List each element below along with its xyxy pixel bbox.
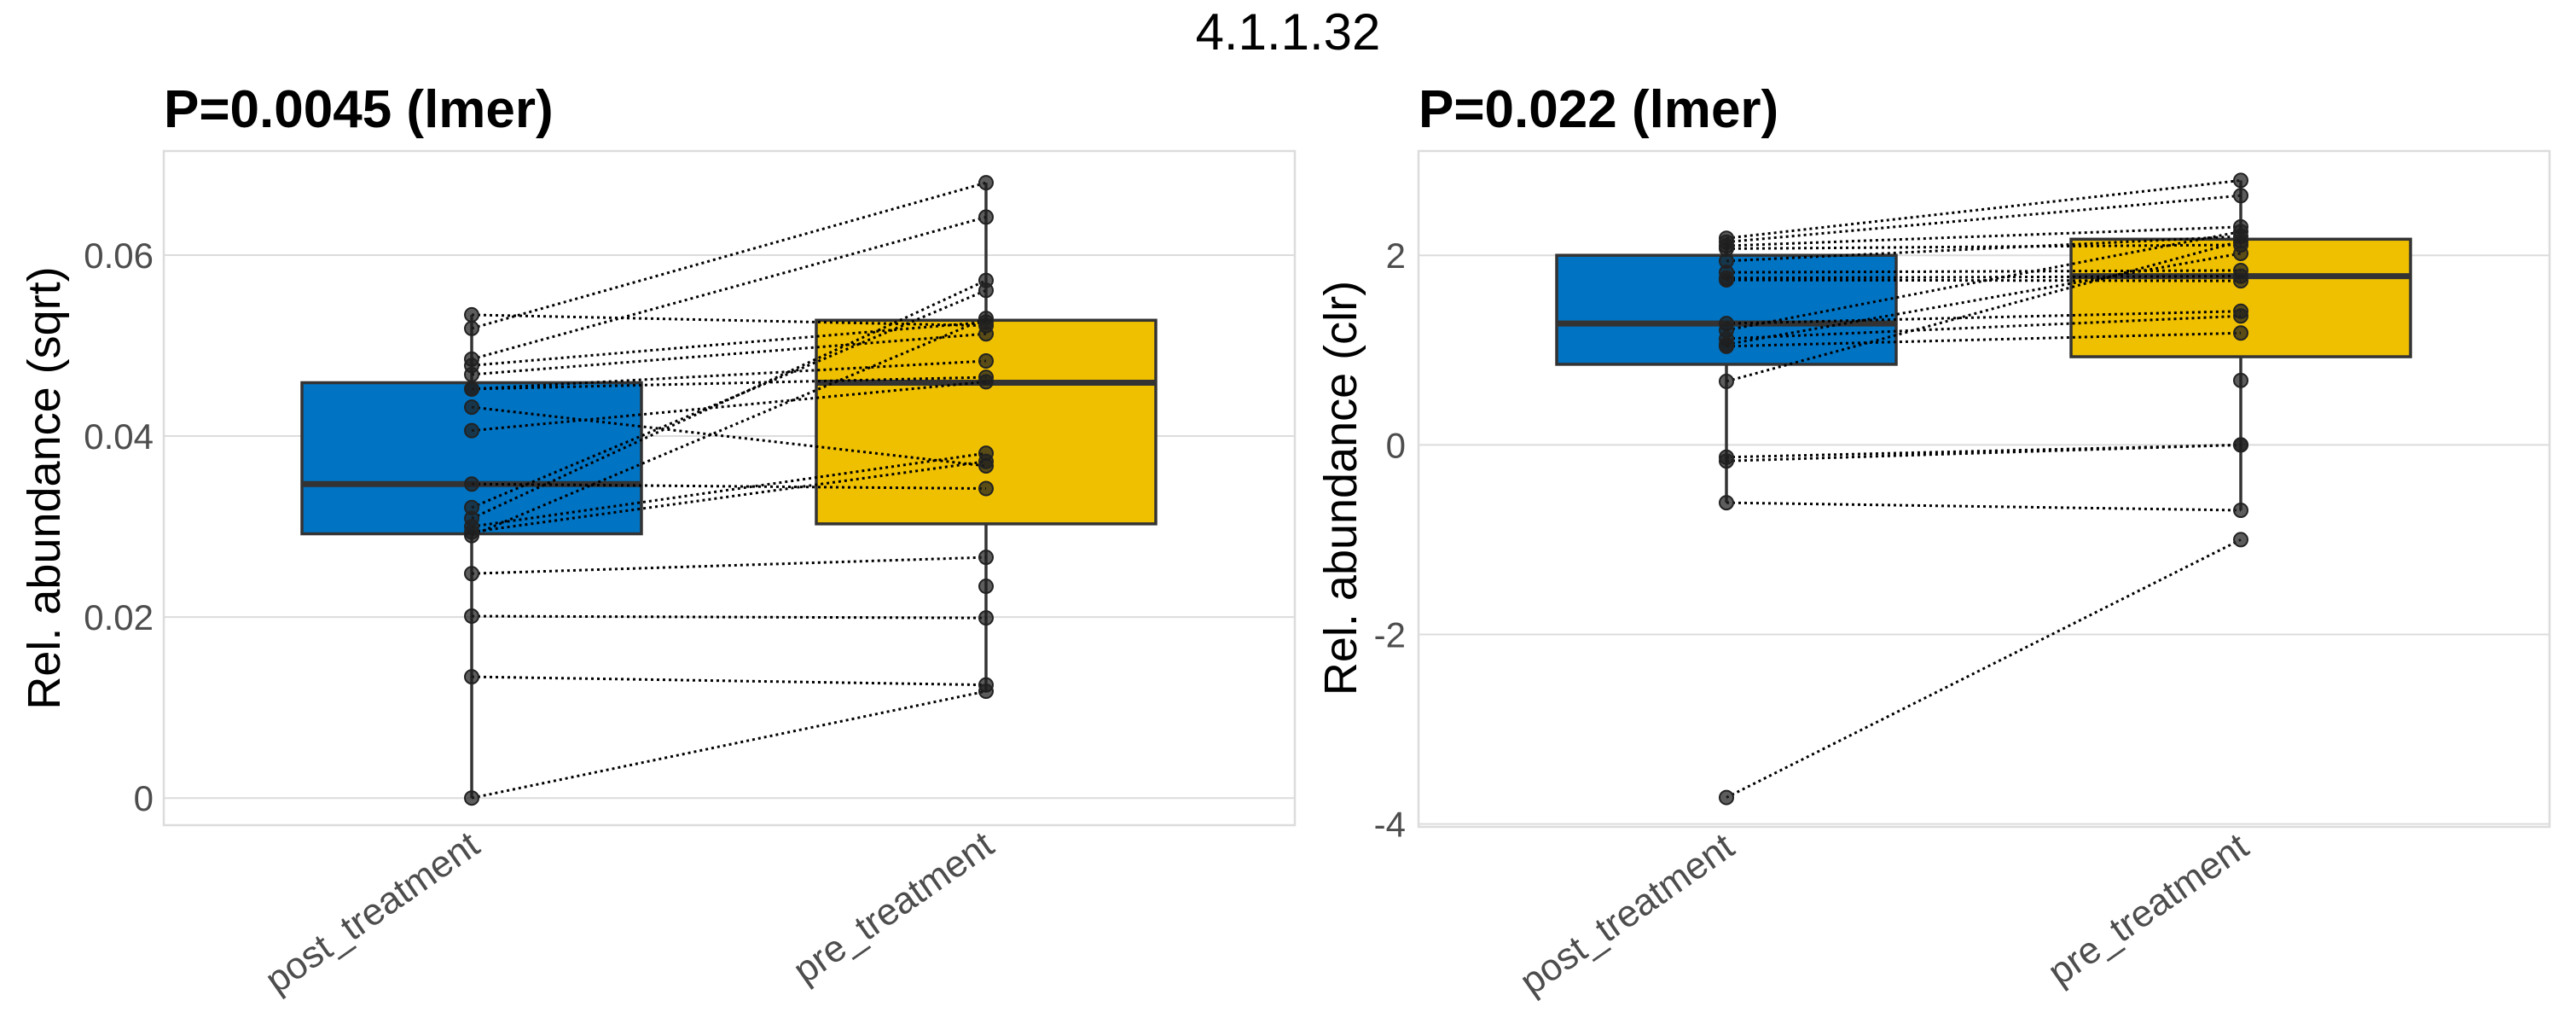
data-point <box>978 326 994 342</box>
data-point <box>1719 336 1734 352</box>
pair-line <box>1726 178 2242 240</box>
data-point <box>978 453 994 469</box>
data-point <box>978 209 994 225</box>
data-point <box>978 374 994 390</box>
pair-line <box>1726 443 2242 459</box>
data-point <box>2233 372 2248 388</box>
pair-line <box>471 405 987 468</box>
data-point <box>2233 325 2248 341</box>
data-point <box>464 306 479 323</box>
data-point <box>464 790 479 806</box>
data-point <box>2233 437 2248 453</box>
data-point <box>978 610 994 626</box>
y-tick-label: 0.06 <box>84 236 154 276</box>
data-point <box>464 320 479 336</box>
y-tick-label: -4 <box>1374 805 1406 845</box>
pair-line <box>1726 240 2242 383</box>
pair-line <box>1726 243 2242 250</box>
pair-line <box>471 279 987 520</box>
data-point <box>978 579 994 595</box>
pair-line <box>471 689 987 800</box>
pair-line <box>1726 225 2242 247</box>
y-tick-label: 0.04 <box>84 416 154 457</box>
x-tick-label: pre_treatment <box>786 823 1001 992</box>
data-point <box>464 476 479 492</box>
pair-line <box>471 320 987 367</box>
data-point <box>464 566 479 582</box>
y-tick-label: 0.02 <box>84 597 154 637</box>
data-point <box>2233 502 2248 518</box>
pair-line <box>471 614 987 620</box>
data-point <box>978 480 994 497</box>
pair-line <box>471 332 987 376</box>
data-point <box>464 608 479 625</box>
data-point <box>978 175 994 191</box>
y-tick-label: 0 <box>1386 425 1406 465</box>
pair-line <box>1726 235 2242 263</box>
y-tick-label: 2 <box>1386 236 1406 276</box>
data-point <box>978 684 994 700</box>
pair-line <box>1726 194 2242 244</box>
pair-line <box>1726 501 2242 512</box>
pair-line <box>471 359 987 391</box>
pair-line <box>471 482 987 491</box>
panel-clr: P=0.022 (lmer) Rel. abundance (clr) -4 -2… <box>1315 80 2551 1004</box>
chart-title: 4.1.1.32 <box>1196 3 1381 61</box>
pair-line <box>1726 443 2242 463</box>
data-point <box>2233 233 2248 249</box>
data-point <box>978 353 994 369</box>
panel-sqrt: P=0.0045 (lmer) Rel. abundance (sqrt) 0 0… <box>19 80 1297 1002</box>
panel-border <box>162 149 1297 827</box>
data-point <box>464 381 479 397</box>
pair-line <box>471 380 987 433</box>
data-point <box>978 550 994 566</box>
panel-subtitle: P=0.022 (lmer) <box>1419 80 1778 139</box>
data-point <box>1719 373 1734 389</box>
x-tick-label: pre_treatment <box>2040 825 2256 993</box>
pair-line <box>471 313 987 328</box>
data-point <box>2233 308 2248 324</box>
data-point <box>2233 532 2248 548</box>
data-point <box>1719 272 1734 288</box>
y-tick-label: 0 <box>134 778 154 818</box>
x-tick-label: post_treatment <box>1512 825 1742 1003</box>
data-point <box>464 527 479 544</box>
y-axis-label: Rel. abundance (sqrt) <box>19 266 70 709</box>
data-point <box>978 311 994 327</box>
pair-line <box>471 375 987 391</box>
data-point <box>2233 172 2248 189</box>
y-tick-label: -2 <box>1374 615 1406 655</box>
data-point <box>2233 273 2248 289</box>
pair-line <box>1726 538 2242 799</box>
pair-line <box>471 556 987 575</box>
data-point <box>1719 453 1734 469</box>
data-point <box>464 366 479 382</box>
y-axis-label: Rel. abundance (clr) <box>1315 281 1366 695</box>
pair-line <box>1726 310 2242 325</box>
pair-line <box>1726 314 2242 340</box>
x-tick-label: post_treatment <box>258 823 487 1001</box>
data-point <box>1719 789 1734 806</box>
data-point <box>464 669 479 685</box>
pair-line <box>1726 275 2242 280</box>
data-point <box>2233 188 2248 204</box>
data-point <box>464 399 479 416</box>
pair-line <box>471 675 987 687</box>
panel-border <box>1417 149 2551 829</box>
data-point <box>464 422 479 439</box>
data-point <box>978 272 994 288</box>
panel-subtitle: P=0.0045 (lmer) <box>164 80 554 139</box>
data-point <box>1719 495 1734 511</box>
pair-line <box>1726 269 2242 274</box>
pair-line <box>1726 230 2242 332</box>
pair-line <box>1726 331 2242 348</box>
pair-line <box>1726 278 2242 282</box>
